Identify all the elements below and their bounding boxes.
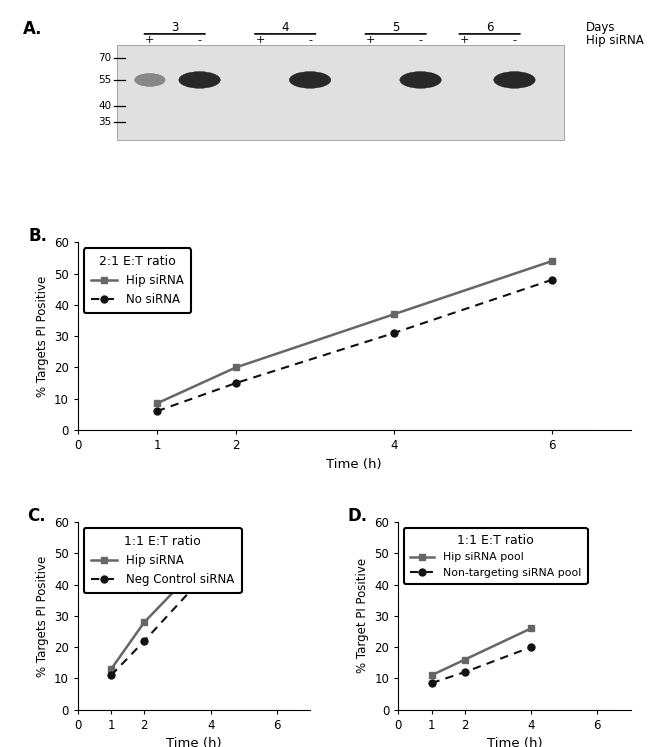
Neg Control siRNA	[140, 636, 148, 645]
Hip siRNA	[140, 618, 148, 627]
Legend: Hip siRNA pool, Non-targeting siRNA pool: Hip siRNA pool, Non-targeting siRNA pool	[404, 527, 588, 584]
Text: 4: 4	[281, 21, 289, 34]
Non-targeting siRNA pool	[461, 668, 469, 677]
Non-targeting siRNA pool	[527, 642, 535, 651]
Y-axis label: % Target PI Positive: % Target PI Positive	[356, 558, 369, 674]
Text: B.: B.	[29, 227, 47, 246]
X-axis label: Time (h): Time (h)	[326, 457, 382, 471]
Line: Hip siRNA: Hip siRNA	[153, 258, 555, 407]
Line: Neg Control siRNA: Neg Control siRNA	[108, 565, 214, 679]
Hip siRNA	[107, 665, 115, 674]
Line: Non-targeting siRNA pool: Non-targeting siRNA pool	[428, 644, 534, 686]
No siRNA	[153, 406, 161, 415]
Hip siRNA	[153, 399, 161, 408]
Hip siRNA	[232, 363, 240, 372]
Text: Days: Days	[586, 21, 616, 34]
Text: -: -	[308, 35, 312, 46]
No siRNA	[390, 329, 398, 338]
Hip siRNA pool	[527, 624, 535, 633]
Text: 55: 55	[98, 75, 111, 85]
Text: D.: D.	[347, 507, 367, 525]
Ellipse shape	[289, 72, 331, 88]
Legend: Hip siRNA, Neg Control siRNA: Hip siRNA, Neg Control siRNA	[84, 528, 242, 593]
FancyBboxPatch shape	[117, 46, 564, 140]
Text: +: +	[366, 35, 376, 46]
Text: A.: A.	[23, 20, 42, 38]
Text: 6: 6	[486, 21, 493, 34]
Neg Control siRNA	[207, 565, 215, 574]
Hip siRNA pool	[461, 655, 469, 664]
Text: 3: 3	[171, 21, 178, 34]
Text: -: -	[419, 35, 422, 46]
Legend: Hip siRNA, No siRNA: Hip siRNA, No siRNA	[84, 248, 191, 313]
Hip siRNA	[548, 257, 556, 266]
Text: -: -	[198, 35, 202, 46]
Text: Hip siRNA: Hip siRNA	[586, 34, 644, 47]
Text: 35: 35	[98, 117, 111, 127]
Y-axis label: % Targets PI Positive: % Targets PI Positive	[36, 555, 49, 677]
Hip siRNA pool	[428, 671, 436, 680]
X-axis label: Time (h): Time (h)	[487, 737, 542, 747]
Ellipse shape	[179, 72, 220, 88]
Line: No siRNA: No siRNA	[153, 276, 555, 415]
Neg Control siRNA	[107, 671, 115, 680]
Text: 5: 5	[392, 21, 399, 34]
Text: +: +	[255, 35, 265, 46]
No siRNA	[548, 276, 556, 285]
Non-targeting siRNA pool	[428, 678, 436, 687]
Text: -: -	[512, 35, 517, 46]
Hip siRNA	[390, 310, 398, 319]
Line: Hip siRNA pool: Hip siRNA pool	[428, 625, 534, 679]
Text: 70: 70	[98, 53, 111, 63]
X-axis label: Time (h): Time (h)	[166, 737, 222, 747]
Y-axis label: % Targets PI Positive: % Targets PI Positive	[36, 276, 49, 397]
Ellipse shape	[494, 72, 535, 88]
No siRNA	[232, 379, 240, 388]
Text: C.: C.	[27, 507, 46, 525]
Text: 40: 40	[98, 101, 111, 111]
Line: Hip siRNA: Hip siRNA	[108, 550, 214, 672]
Text: +: +	[460, 35, 469, 46]
Ellipse shape	[400, 72, 441, 88]
Hip siRNA	[207, 549, 215, 558]
Ellipse shape	[135, 73, 165, 87]
Text: +: +	[145, 35, 155, 46]
